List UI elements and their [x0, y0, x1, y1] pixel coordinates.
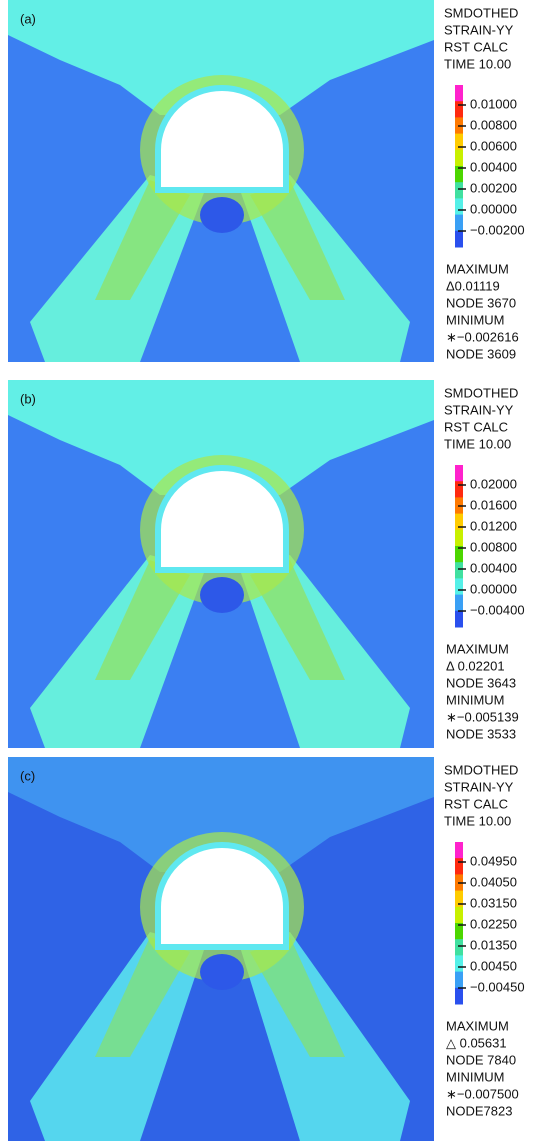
legend-label: 0.04950: [470, 853, 517, 868]
panel-label: (b): [20, 391, 36, 406]
panel: (c) SMDOTHED STRAIN-YY RST CALC TIME 10.00 0.…: [0, 757, 555, 1141]
legend-label: 0.00800: [470, 117, 517, 132]
panel-svg: (b) SMDOTHED STRAIN-YY RST CALC TIME 10.00 0.…: [0, 380, 555, 748]
header-line: TIME 10.00: [444, 813, 511, 828]
legend-swatch: [455, 562, 463, 579]
legend-label: 0.02000: [470, 476, 517, 491]
legend-label: 0.00450: [470, 958, 517, 973]
contour-low: [200, 197, 244, 233]
tunnel: [158, 88, 286, 190]
contour-low: [200, 954, 244, 990]
legend-label: 0.01350: [470, 937, 517, 952]
info-line: ∗−0.005139: [446, 709, 519, 724]
legend-swatch: [455, 891, 463, 908]
legend-swatch: [455, 150, 463, 167]
info-line: MINIMUM: [446, 312, 505, 327]
legend-swatch: [455, 198, 463, 215]
legend-swatch: [455, 85, 463, 102]
figure: (a) SMDOTHED STRAIN-YY RST CALC TIME 10.00 0.…: [0, 0, 555, 1141]
info-line: Δ 0.02201: [446, 658, 505, 673]
legend-swatch: [455, 215, 463, 232]
legend-label: −0.00450: [470, 979, 525, 994]
legend-label: 0.00400: [470, 560, 517, 575]
legend-swatch: [455, 231, 463, 248]
legend-swatch: [455, 907, 463, 924]
panel-label: (c): [20, 768, 35, 783]
legend-swatch: [455, 955, 463, 972]
info-line: ∗−0.007500: [446, 1086, 519, 1101]
header-line: SMDOTHED: [444, 762, 518, 777]
header-line: STRAIN-YY: [444, 779, 514, 794]
info-line: NODE 3670: [446, 295, 516, 310]
header-line: TIME 10.00: [444, 56, 511, 71]
info-line: MINIMUM: [446, 692, 505, 707]
info-line: MINIMUM: [446, 1069, 505, 1084]
legend-label: 0.00000: [470, 201, 517, 216]
legend-swatch: [455, 842, 463, 859]
legend-swatch: [455, 595, 463, 612]
legend-label: 0.03150: [470, 895, 517, 910]
legend-label: 0.04050: [470, 874, 517, 889]
panel-svg: (c) SMDOTHED STRAIN-YY RST CALC TIME 10.00 0.…: [0, 757, 555, 1141]
legend-swatch: [455, 101, 463, 118]
info-line: MAXIMUM: [446, 261, 509, 276]
legend-label: 0.00600: [470, 138, 517, 153]
legend-label: 0.00400: [470, 159, 517, 174]
header-line: STRAIN-YY: [444, 22, 514, 37]
header-line: RST CALC: [444, 796, 508, 811]
legend-swatch: [455, 182, 463, 199]
header-line: SMDOTHED: [444, 5, 518, 20]
contour-low: [200, 577, 244, 613]
legend-label: 0.01200: [470, 518, 517, 533]
info-line: MAXIMUM: [446, 1018, 509, 1033]
legend-swatch: [455, 939, 463, 956]
legend-label: 0.00200: [470, 180, 517, 195]
header-line: STRAIN-YY: [444, 402, 514, 417]
info-line: ∗−0.002616: [446, 329, 519, 344]
info-line: NODE 3643: [446, 675, 516, 690]
info-line: MAXIMUM: [446, 641, 509, 656]
legend-swatch: [455, 134, 463, 151]
legend-swatch: [455, 465, 463, 482]
header-line: TIME 10.00: [444, 436, 511, 451]
legend-swatch: [455, 858, 463, 875]
panel: (a) SMDOTHED STRAIN-YY RST CALC TIME 10.00 0.…: [0, 0, 555, 362]
info-line: △ 0.05631: [446, 1035, 507, 1050]
legend-label: −0.00200: [470, 222, 525, 237]
header-line: RST CALC: [444, 419, 508, 434]
legend-label: 0.02250: [470, 916, 517, 931]
panel-label: (a): [20, 11, 36, 26]
header-line: SMDOTHED: [444, 385, 518, 400]
panel-svg: (a) SMDOTHED STRAIN-YY RST CALC TIME 10.00 0.…: [0, 0, 555, 362]
legend-swatch: [455, 530, 463, 547]
legend-swatch: [455, 578, 463, 595]
panel: (b) SMDOTHED STRAIN-YY RST CALC TIME 10.00 0.…: [0, 380, 555, 748]
legend-label: 0.00800: [470, 539, 517, 554]
info-line: NODE7823: [446, 1103, 512, 1118]
info-line: NODE 3609: [446, 346, 516, 361]
info-line: NODE 7840: [446, 1052, 516, 1067]
legend-label: −0.00400: [470, 602, 525, 617]
tunnel: [158, 845, 286, 947]
tunnel: [158, 468, 286, 570]
legend-swatch: [455, 972, 463, 989]
legend-label: 0.01600: [470, 497, 517, 512]
legend-label: 0.01000: [470, 96, 517, 111]
legend-label: 0.00000: [470, 581, 517, 596]
info-line: Δ0.01119: [446, 278, 500, 293]
header-line: RST CALC: [444, 39, 508, 54]
legend-swatch: [455, 514, 463, 531]
legend-swatch: [455, 988, 463, 1005]
info-line: NODE 3533: [446, 726, 516, 741]
legend-swatch: [455, 611, 463, 628]
legend-swatch: [455, 481, 463, 498]
